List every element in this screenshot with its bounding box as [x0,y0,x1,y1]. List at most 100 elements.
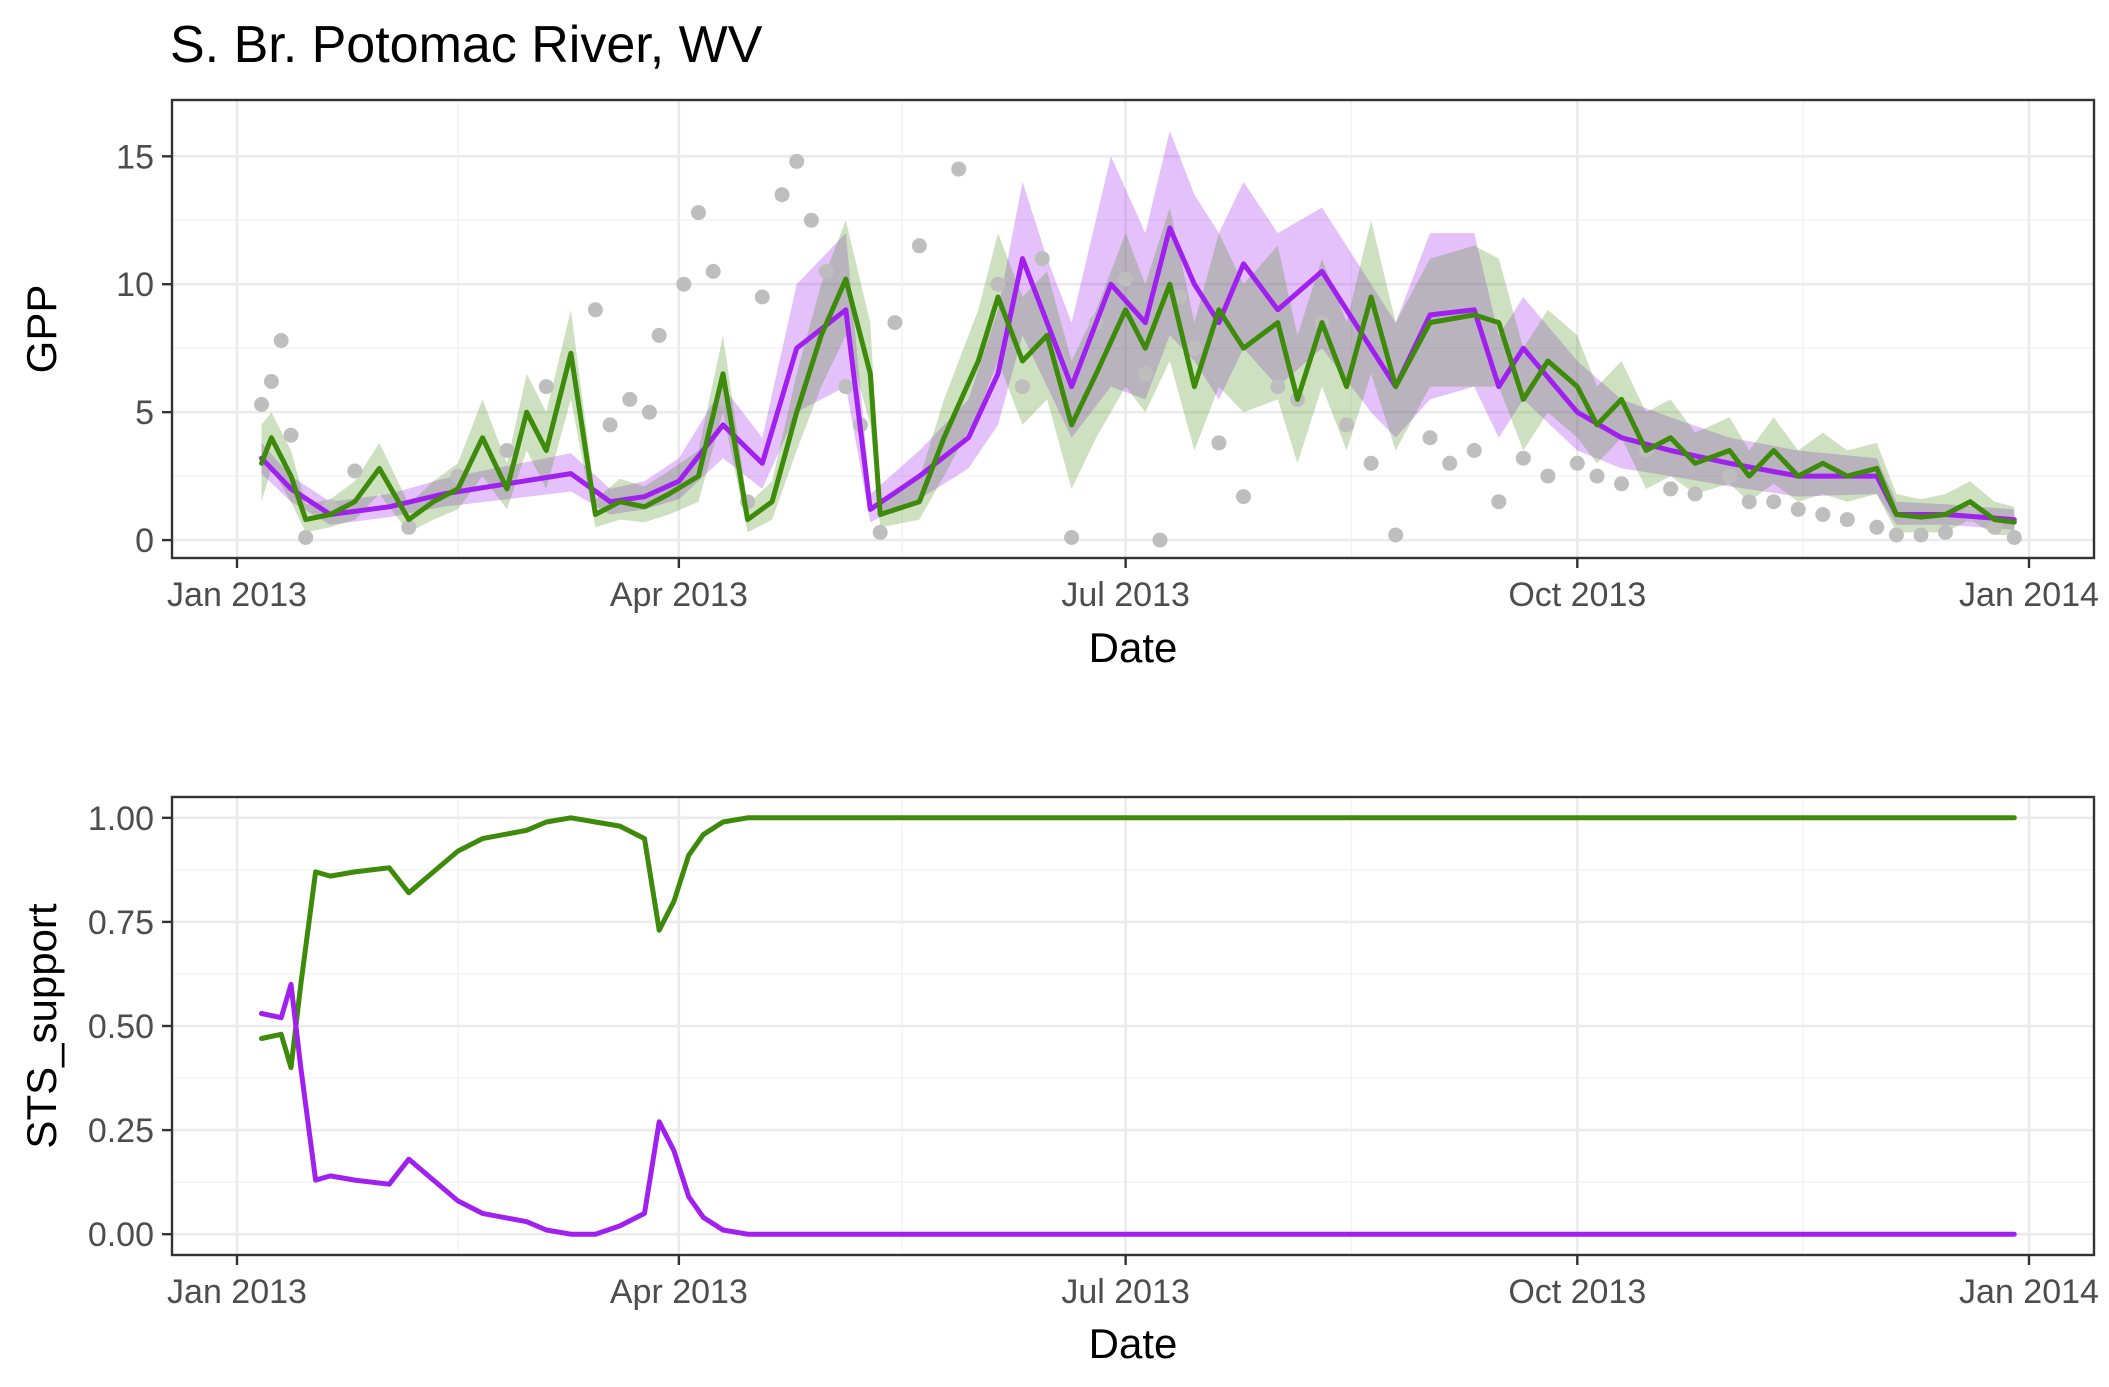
gpp-observed-point [401,519,417,535]
gpp-observed-point [1540,468,1556,484]
gpp-observed-point [1466,443,1482,458]
gpp-x-tick-label: Oct 2013 [1508,576,1646,614]
gpp-observed-point [1270,379,1286,395]
sts-support-panel: Jan 2013 Apr 2013 Jul 2013 Oct 2013 Jan 2014… [18,795,2099,1367]
gpp-observed-point [1614,476,1629,492]
gpp-observed-point [347,463,363,479]
gpp-observed-point [1363,455,1379,471]
sts-purple-line [259,981,2017,1237]
gpp-observed-point [803,212,819,228]
sts-x-tick-label: Jan 2013 [167,1273,307,1311]
chart-title: S. Br. Potomac River, WV [170,16,763,74]
gpp-observed-point [1766,494,1782,510]
gpp-observed-point [1064,530,1080,545]
gpp-observed-point [838,379,854,395]
gpp-series-lines [259,225,2017,525]
gpp-observed-point [1869,519,1885,535]
gpp-observed-point [1034,251,1050,267]
gpp-y-axis-title: GPP [18,285,65,374]
sts-series-lines [259,815,2017,1237]
sts-x-tick-label: Jul 2013 [1061,1273,1190,1311]
gpp-observed-point [283,427,299,443]
gpp-observed-point [705,263,721,279]
gpp-observed-point [1663,481,1679,497]
gpp-observed-point [676,276,692,292]
gpp-observed-point [1687,486,1703,502]
gpp-observed-point [1211,435,1227,451]
sts-y-axis: 0.00 0.25 0.50 0.75 1.00 [88,800,172,1254]
gpp-x-tick-label: Jan 2014 [1959,576,2099,614]
gpp-observed-point [1569,455,1585,471]
sts-y-tick-label: 0.50 [88,1008,154,1046]
gpp-observed-point [273,333,289,348]
sts-x-axis: Jan 2013 Apr 2013 Jul 2013 Oct 2013 Jan 2014 [167,1255,2099,1311]
gpp-observed-point [2006,530,2022,545]
sts-x-axis-title: Date [1089,1320,1178,1367]
sts-gridlines [172,797,2094,1255]
gpp-observed-point [1839,512,1855,528]
gpp-observed-point [911,238,927,254]
gpp-gridlines [172,100,2094,558]
gpp-observed-point [499,443,515,458]
gpp-observed-point [818,263,834,279]
gpp-observed-point [1186,340,1202,356]
gpp-observed-point [1515,450,1531,466]
gpp-observed-point [1790,501,1806,517]
gpp-observed-point [754,289,770,305]
gpp-green-line [259,276,2017,525]
gpp-y-tick-label: 5 [135,394,154,432]
gpp-observed-point [298,530,314,545]
gpp-observed-point [1388,527,1404,543]
gpp-observed-point [1987,519,2003,535]
gpp-x-axis: Jan 2013 Apr 2013 Jul 2013 Oct 2013 Jan 2014 [167,558,2099,614]
gpp-y-axis: 0 5 10 15 [116,138,172,560]
gpp-observed-point [887,315,903,331]
sts-y-axis-title: STS_support [18,903,65,1148]
sts-x-tick-label: Oct 2013 [1508,1273,1646,1311]
gpp-observed-point [1118,271,1134,287]
sts-y-tick-label: 0.75 [88,904,154,942]
gpp-x-tick-label: Jan 2013 [167,576,307,614]
gpp-observed-point [1938,524,1953,540]
gpp-panel-border [170,98,2096,560]
gpp-observed-point [622,391,638,407]
gpp-observed-point [872,524,888,540]
sts-x-tick-label: Apr 2013 [610,1273,748,1311]
gpp-observed-point [1422,430,1438,446]
gpp-observed-point [538,379,554,395]
gpp-observed-point [1236,489,1251,505]
gpp-y-tick-label: 0 [135,522,154,560]
sts-green-line [259,815,2017,1071]
gpp-observed-point [1589,468,1605,484]
gpp-observed-point [1137,366,1153,382]
gpp-observed-point [1741,494,1757,510]
gpp-x-axis-title: Date [1089,624,1178,671]
sts-y-tick-label: 0.25 [88,1112,154,1150]
gpp-observed-point [587,302,603,318]
gpp-panel: Jan 2013 Apr 2013 Jul 2013 Oct 2013 Jan 2014… [18,98,2099,671]
gpp-observed-point [1491,494,1507,510]
sts-y-tick-label: 0.00 [88,1216,154,1254]
gpp-observed-point [1339,417,1355,433]
gpp-observed-point [691,205,706,221]
gpp-y-tick-label: 15 [116,138,154,176]
gpp-observed-point [990,276,1006,292]
gpp-observed-point [263,374,279,389]
gpp-observed-point [1152,532,1168,548]
gpp-observed-point [602,417,618,433]
gpp-observed-point [1815,507,1831,522]
sts-x-tick-label: Jan 2014 [1959,1273,2099,1311]
gpp-y-tick-label: 10 [116,266,154,304]
gpp-observed-point [651,327,667,343]
gpp-x-tick-label: Jul 2013 [1061,576,1190,614]
gpp-observed-point [1722,468,1737,484]
gpp-observed-point [1888,527,1904,543]
gpp-observed-point [789,153,805,169]
gpp-observed-point [641,404,657,420]
gpp-observed-point [254,397,269,412]
sts-y-tick-label: 1.00 [88,800,154,838]
gpp-purple-line [259,225,2017,523]
gpp-observed-point [1442,455,1458,471]
gpp-x-tick-label: Apr 2013 [610,576,748,614]
